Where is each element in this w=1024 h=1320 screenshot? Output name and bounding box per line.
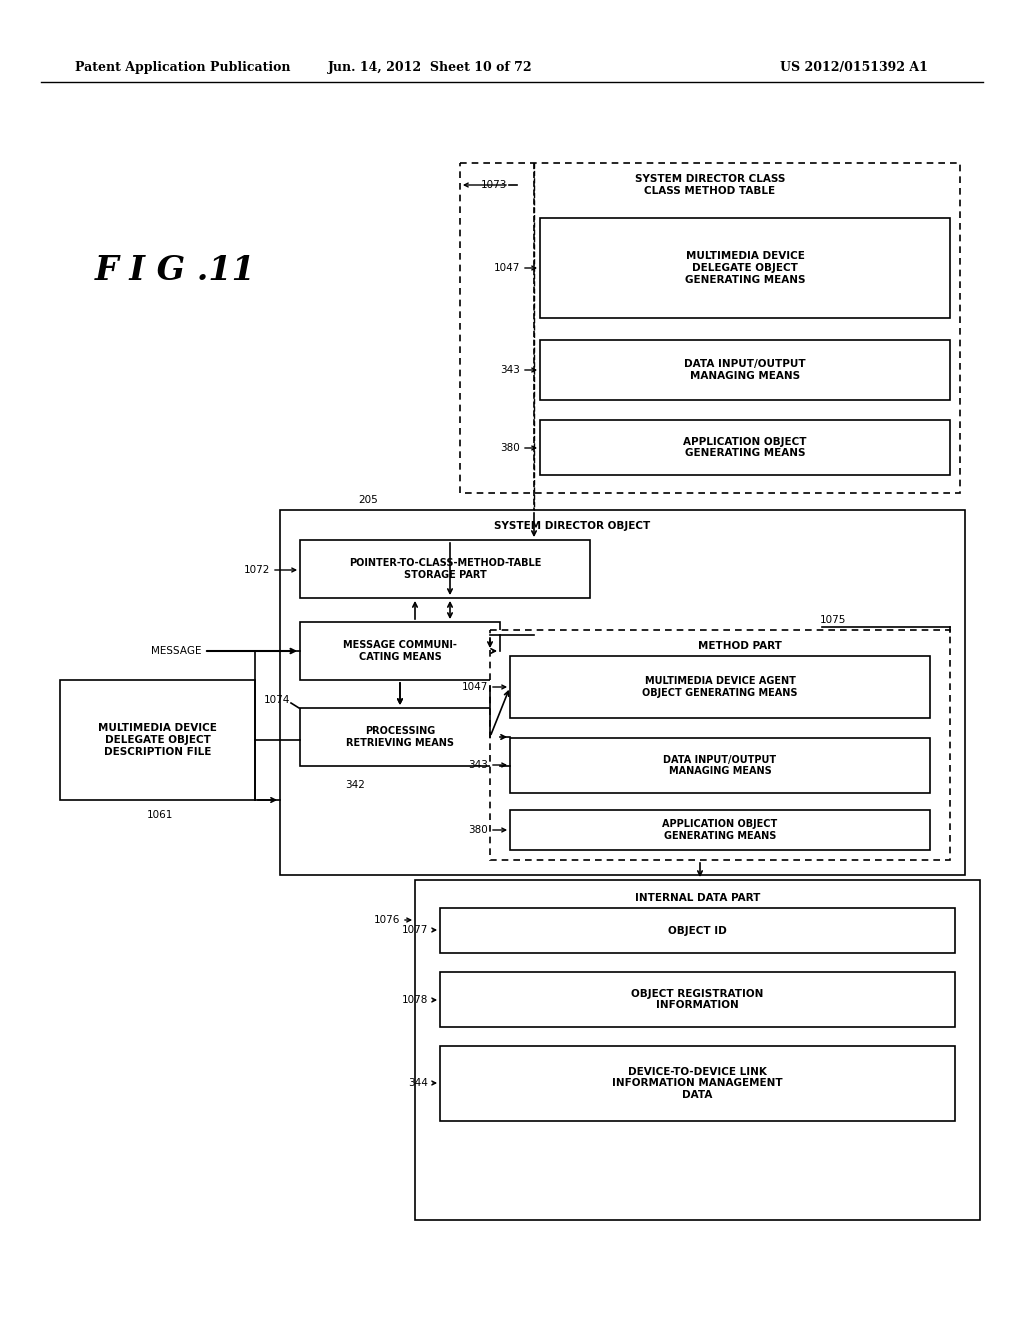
Text: 1073: 1073: [480, 180, 507, 190]
Bar: [540, 341, 950, 400]
Text: MULTIMEDIA DEVICE
DELEGATE OBJECT
DESCRIPTION FILE: MULTIMEDIA DEVICE DELEGATE OBJECT DESCRI…: [98, 723, 217, 756]
Bar: [300, 540, 590, 598]
Text: OBJECT ID: OBJECT ID: [668, 925, 727, 936]
Text: MESSAGE: MESSAGE: [152, 645, 202, 656]
Bar: [540, 420, 950, 475]
Text: APPLICATION OBJECT
GENERATING MEANS: APPLICATION OBJECT GENERATING MEANS: [683, 437, 807, 458]
Text: MULTIMEDIA DEVICE
DELEGATE OBJECT
GENERATING MEANS: MULTIMEDIA DEVICE DELEGATE OBJECT GENERA…: [685, 251, 805, 285]
Bar: [60, 680, 255, 800]
Text: 1061: 1061: [146, 810, 173, 820]
Text: INTERNAL DATA PART: INTERNAL DATA PART: [635, 894, 760, 903]
Text: Patent Application Publication: Patent Application Publication: [75, 62, 291, 74]
Text: 1072: 1072: [244, 565, 270, 576]
Bar: [490, 630, 950, 861]
Text: 1047: 1047: [462, 682, 488, 692]
Text: PROCESSING
RETRIEVING MEANS: PROCESSING RETRIEVING MEANS: [346, 726, 454, 748]
Bar: [280, 510, 965, 875]
Text: 1047: 1047: [494, 263, 520, 273]
Text: SYSTEM DIRECTOR OBJECT: SYSTEM DIRECTOR OBJECT: [495, 521, 650, 531]
Text: DATA INPUT/OUTPUT
MANAGING MEANS: DATA INPUT/OUTPUT MANAGING MEANS: [684, 359, 806, 380]
Text: 1075: 1075: [820, 615, 847, 624]
Bar: [510, 738, 930, 793]
Text: 205: 205: [358, 495, 378, 506]
Text: US 2012/0151392 A1: US 2012/0151392 A1: [780, 62, 928, 74]
Bar: [440, 1045, 955, 1121]
Text: OBJECT REGISTRATION
INFORMATION: OBJECT REGISTRATION INFORMATION: [632, 989, 764, 1010]
Bar: [510, 656, 930, 718]
Text: 1076: 1076: [374, 915, 400, 925]
Text: METHOD PART: METHOD PART: [698, 642, 782, 651]
Text: 343: 343: [500, 366, 520, 375]
Bar: [300, 708, 500, 766]
Text: SYSTEM DIRECTOR CLASS
CLASS METHOD TABLE: SYSTEM DIRECTOR CLASS CLASS METHOD TABLE: [635, 174, 785, 195]
Bar: [440, 972, 955, 1027]
Text: 1077: 1077: [401, 925, 428, 935]
Text: DEVICE-TO-DEVICE LINK
INFORMATION MANAGEMENT
DATA: DEVICE-TO-DEVICE LINK INFORMATION MANAGE…: [612, 1067, 782, 1100]
Text: 1074: 1074: [263, 696, 290, 705]
Text: POINTER-TO-CLASS-METHOD-TABLE
STORAGE PART: POINTER-TO-CLASS-METHOD-TABLE STORAGE PA…: [349, 558, 542, 579]
Text: MESSAGE COMMUNI-
CATING MEANS: MESSAGE COMMUNI- CATING MEANS: [343, 640, 457, 661]
Text: APPLICATION OBJECT
GENERATING MEANS: APPLICATION OBJECT GENERATING MEANS: [663, 820, 777, 841]
Text: Jun. 14, 2012  Sheet 10 of 72: Jun. 14, 2012 Sheet 10 of 72: [328, 62, 532, 74]
Text: 380: 380: [501, 444, 520, 453]
Bar: [460, 162, 961, 492]
Bar: [440, 908, 955, 953]
Text: 342: 342: [345, 780, 365, 789]
Bar: [415, 880, 980, 1220]
Text: 344: 344: [409, 1078, 428, 1088]
Text: 343: 343: [468, 760, 488, 770]
Bar: [300, 622, 500, 680]
Bar: [510, 810, 930, 850]
Bar: [540, 218, 950, 318]
Text: DATA INPUT/OUTPUT
MANAGING MEANS: DATA INPUT/OUTPUT MANAGING MEANS: [664, 755, 776, 776]
Text: F I G .11: F I G .11: [94, 253, 255, 286]
Text: MULTIMEDIA DEVICE AGENT
OBJECT GENERATING MEANS: MULTIMEDIA DEVICE AGENT OBJECT GENERATIN…: [642, 676, 798, 698]
Text: 1078: 1078: [401, 995, 428, 1005]
Text: 380: 380: [468, 825, 488, 836]
